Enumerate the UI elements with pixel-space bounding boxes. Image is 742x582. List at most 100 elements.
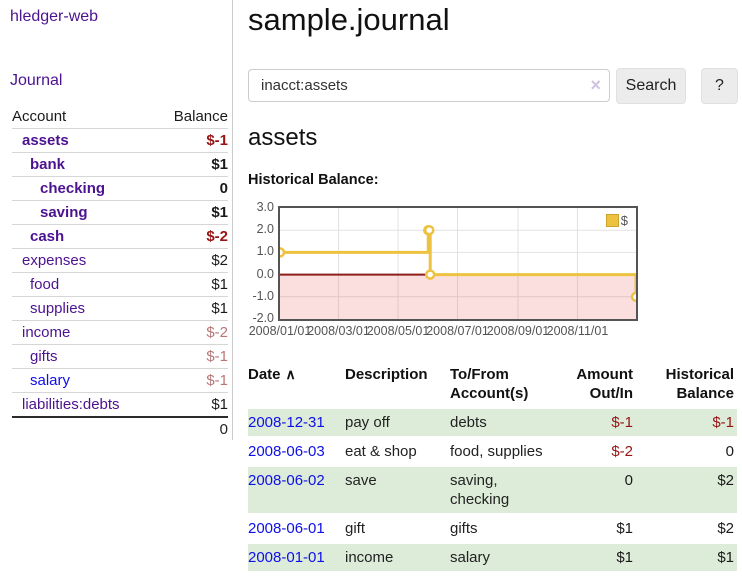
- account-balance: $-1: [206, 132, 228, 149]
- account-balance: $-1: [206, 348, 228, 365]
- legend-label: $: [620, 213, 628, 228]
- column-header-accounts: To/From Account(s): [450, 366, 529, 402]
- y-axis-tick: -1.0: [252, 288, 274, 303]
- account-row: gifts $-1: [12, 344, 228, 368]
- sidebar: hledger-web Journal Account Balance asse…: [0, 0, 233, 440]
- transaction-accounts: salary: [450, 542, 550, 571]
- search-input[interactable]: [248, 69, 610, 102]
- account-link[interactable]: expenses: [22, 252, 87, 269]
- transaction-description: pay off: [345, 407, 450, 437]
- main-content: sample.journal × Search ? assets Histori…: [248, 0, 742, 582]
- account-balance: $1: [211, 396, 228, 413]
- account-row: bank $1: [12, 152, 228, 176]
- help-button[interactable]: ?: [701, 68, 738, 104]
- account-balance: $2: [211, 252, 228, 269]
- chart-canvas: [280, 208, 636, 319]
- transaction-balance: $2: [636, 465, 737, 514]
- account-row: cash $-2: [12, 224, 228, 248]
- accounts-table: Account Balance assets $-1 bank $1 checking 0…: [12, 104, 228, 441]
- chart-legend: $: [605, 213, 628, 228]
- account-link[interactable]: assets: [22, 132, 69, 149]
- search-form: × Search ?: [248, 68, 742, 104]
- column-header-date: Date ∧: [248, 366, 296, 383]
- transaction-row: 2008-01-01 income salary $1 $1: [248, 542, 737, 571]
- historical-balance-chart: $ 3.0 2.0 1.0 0.0 -1.0 -2.0 2008/01/01 2008/03/…: [248, 196, 742, 346]
- transaction-amount: $1: [550, 513, 636, 543]
- transaction-date-link[interactable]: 2008-06-01: [248, 520, 325, 537]
- transaction-row: 2008-06-01 gift gifts $1 $2: [248, 513, 737, 543]
- account-balance: $1: [211, 300, 228, 317]
- y-axis-tick: -2.0: [252, 311, 274, 325]
- account-link[interactable]: saving: [40, 204, 88, 221]
- account-row: saving $1: [12, 200, 228, 224]
- account-link[interactable]: cash: [30, 228, 65, 245]
- y-axis-tick: 2.0: [256, 222, 274, 237]
- account-link[interactable]: liabilities:debts: [22, 396, 120, 413]
- page-title: sample.journal: [248, 2, 450, 37]
- transaction-accounts: gifts: [450, 513, 550, 543]
- y-axis-tick: 1.0: [256, 244, 274, 259]
- transaction-balance: $2: [636, 513, 737, 543]
- account-link[interactable]: supplies: [30, 300, 86, 317]
- account-row: supplies $1: [12, 296, 228, 320]
- account-column-header: Account: [12, 107, 67, 125]
- transaction-date-link[interactable]: 2008-12-31: [248, 414, 325, 431]
- account-link[interactable]: bank: [30, 156, 66, 173]
- transaction-date-link[interactable]: 2008-06-03: [248, 443, 325, 460]
- transaction-description: gift: [345, 513, 450, 543]
- transaction-accounts: saving, checking: [450, 465, 550, 514]
- transaction-row: 2008-06-03 eat & shop food, supplies $-2 0: [248, 436, 737, 466]
- chart-title: Historical Balance:: [248, 172, 379, 188]
- x-axis-tick: 2008/11/01: [546, 324, 609, 338]
- account-link[interactable]: gifts: [30, 348, 58, 365]
- account-balance: $-2: [206, 228, 228, 245]
- account-row: expenses $2: [12, 248, 228, 272]
- account-balance: $1: [211, 276, 228, 293]
- column-header-amount: Amount Out/In: [576, 366, 633, 402]
- column-header-balance: Historical Balance: [665, 366, 734, 402]
- transaction-accounts: food, supplies: [450, 436, 550, 466]
- transaction-amount: $-2: [550, 436, 636, 466]
- x-axis-tick: 2008/09/01: [486, 324, 550, 338]
- x-axis-tick: 2008/03/01: [307, 324, 370, 338]
- x-axis-tick: 2008/07/01: [426, 324, 489, 338]
- transaction-accounts: debts: [450, 407, 550, 437]
- clear-search-icon[interactable]: ×: [590, 75, 601, 95]
- transaction-amount: $-1: [550, 407, 636, 437]
- account-heading: assets: [248, 124, 318, 151]
- balance-column-header: Balance: [173, 107, 228, 125]
- accounts-total-row: 0: [12, 416, 228, 441]
- search-button[interactable]: Search: [616, 68, 686, 104]
- register-header-row: Date ∧ Description To/From Account(s) Amo…: [248, 362, 737, 408]
- account-row: salary $-1: [12, 368, 228, 392]
- y-axis-tick: 0.0: [256, 266, 274, 281]
- column-header-description: Description: [345, 366, 428, 383]
- app-brand-link[interactable]: hledger-web: [10, 8, 99, 25]
- account-link[interactable]: food: [30, 276, 60, 293]
- account-row: liabilities:debts $1: [12, 392, 228, 416]
- account-row: food $1: [12, 272, 228, 296]
- transaction-balance: $1: [636, 542, 737, 571]
- transaction-date-link[interactable]: 2008-06-02: [248, 472, 325, 489]
- account-balance: 0: [219, 180, 228, 197]
- transaction-amount: 0: [550, 465, 636, 514]
- transaction-description: income: [345, 542, 450, 571]
- chart-plot-area: $: [278, 206, 638, 321]
- transaction-date-link[interactable]: 2008-01-01: [248, 549, 325, 566]
- register-table: Date ∧ Description To/From Account(s) Amo…: [248, 362, 737, 571]
- account-balance: $-1: [206, 372, 228, 389]
- account-row: assets $-1: [12, 128, 228, 152]
- accounts-table-header: Account Balance: [12, 104, 228, 128]
- account-link[interactable]: checking: [40, 180, 106, 197]
- transaction-amount: $1: [550, 542, 636, 571]
- legend-swatch-icon: [605, 214, 619, 227]
- accounts-total-value: 0: [219, 421, 228, 438]
- account-row: income $-2: [12, 320, 228, 344]
- y-axis-tick: 3.0: [256, 200, 274, 214]
- transaction-row: 2008-06-02 save saving, checking 0 $2: [248, 465, 737, 514]
- transaction-row: 2008-12-31 pay off debts $-1 $-1: [248, 407, 737, 437]
- account-link[interactable]: income: [22, 324, 71, 341]
- sidebar-item-journal[interactable]: Journal: [10, 72, 63, 89]
- account-link[interactable]: salary: [30, 372, 71, 389]
- transaction-description: eat & shop: [345, 436, 450, 466]
